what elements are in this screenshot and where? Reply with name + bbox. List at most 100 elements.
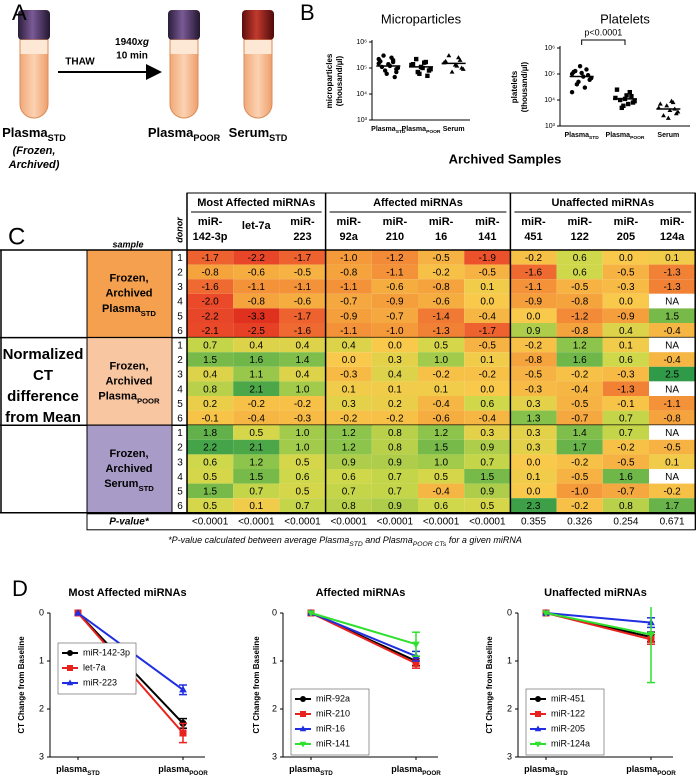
heatmap-cell [464,279,511,294]
y-tick-label: 1 [39,655,44,665]
cell-value: 0.5 [480,501,494,512]
cell-value: -1.9 [479,253,497,264]
cell-value: -0.5 [571,399,589,410]
x-tick-label-sub: STD [320,770,333,777]
cell-value: -1.0 [340,253,358,264]
footnote-part: STD [349,541,363,548]
column-header: miR- [290,216,315,228]
heatmap-cell [464,483,511,499]
series-line [310,612,417,658]
cell-value: 0.1 [665,253,679,264]
cell-value: 0.4 [203,370,217,381]
sample-group-label: Frozen, [109,273,148,285]
heatmap-cell [510,323,557,338]
marker [443,58,449,64]
heatmap-cell [602,396,649,411]
cell-value: -0.4 [432,399,450,410]
cell-value: -0.6 [294,297,312,308]
donor-header: donor [174,217,184,243]
marker [624,93,629,98]
cell-value: 1.7 [665,501,679,512]
cell-value: -0.2 [479,370,497,381]
cell-value: -1.1 [386,268,404,279]
heatmap-cell [556,293,603,309]
heatmap-cell [418,498,465,513]
cell-value: 0.1 [388,384,402,395]
cell-value: -0.5 [571,282,589,293]
heatmap-cell [649,366,696,382]
cell-value: 2.5 [665,370,679,381]
heatmap-cell [233,308,280,323]
heatmap-cell [602,279,649,294]
heatmap-cell [325,439,372,455]
y-axis-label: (thousand/µl) [520,61,529,112]
heatmap-cell [510,396,557,411]
heatmap-cell [279,381,326,396]
cell-value: 0.6 [434,501,448,512]
cell-value: 0.8 [342,501,356,512]
heatmap-cell [510,293,557,309]
sample-group-label-sub: POOR [137,396,160,405]
heatmap-cell [325,279,372,294]
cell-value: 1.5 [434,443,448,454]
marker [394,69,399,75]
sample-group-label: PlasmaSTD [102,303,156,318]
heatmap-cell [649,293,696,309]
donor-number: 3 [177,370,183,381]
x-tick-label-sub: STD [87,770,100,777]
column-header: miR- [614,216,639,228]
cell-value: -0.7 [386,311,404,322]
marker [381,53,386,58]
x-tick-label: PlasmaSTD [565,132,600,141]
cell-value: -0.5 [617,268,635,279]
x-tick-label-sub: STD [555,770,568,777]
heatmap-cell [279,396,326,411]
sample-group-label-main: Plasma [102,303,141,315]
donor-number: 4 [177,384,183,395]
heatmap-cell [187,454,234,469]
x-tick-label-sub: POOR [422,770,441,777]
cell-value: 0.0 [527,311,541,322]
annotation: p<0.0001 [584,27,622,37]
heatmap-cell [371,439,418,455]
column-header: 92a [340,231,359,243]
cell-value: 0.4 [342,341,356,352]
heatmap-cell [233,469,280,484]
cell-value: 1.2 [342,443,356,454]
column-header: 124a [660,231,685,243]
heatmap-cell [187,498,234,513]
cell-value: -1.3 [617,384,635,395]
cell-value: -1.1 [525,282,543,293]
heatmap-cell [279,454,326,469]
cell-value: 0.7 [203,341,217,352]
cell-value: -0.5 [479,268,497,279]
cell-value: 0.6 [342,472,356,483]
cell-value: -0.3 [294,414,312,425]
y-tick-label: 10⁴ [544,97,555,104]
heatmap-cell [510,366,557,382]
heatmap-cell [371,454,418,469]
cell-value: -1.7 [479,326,497,337]
marker [535,696,541,702]
cell-value: -1.6 [294,326,312,337]
tube-label-sub: STD [48,133,67,143]
heatmap-cell [556,308,603,323]
panel-letter: C [8,223,25,250]
marker [415,69,420,75]
sample-group-label-sub: STD [141,308,157,317]
heatmap-cell [279,264,326,280]
marker [613,95,618,101]
footnote-part: POOR CTs [413,541,447,548]
heatmap-cell [649,337,696,353]
pvalue: <0.0001 [377,516,414,527]
x-tick-label-main: Plasma [402,126,427,133]
y-tick-label: 10⁵ [544,71,555,78]
series-line [310,612,417,646]
cell-value: -0.8 [340,268,358,279]
heatmap-cell [556,469,603,484]
cell-value: 0.6 [203,457,217,468]
caption: Archived Samples [449,151,562,166]
x-tick-label: plasmaPOOR [391,764,441,777]
tube-label: SerumSTD [229,125,288,143]
heatmap-cell [325,410,372,426]
